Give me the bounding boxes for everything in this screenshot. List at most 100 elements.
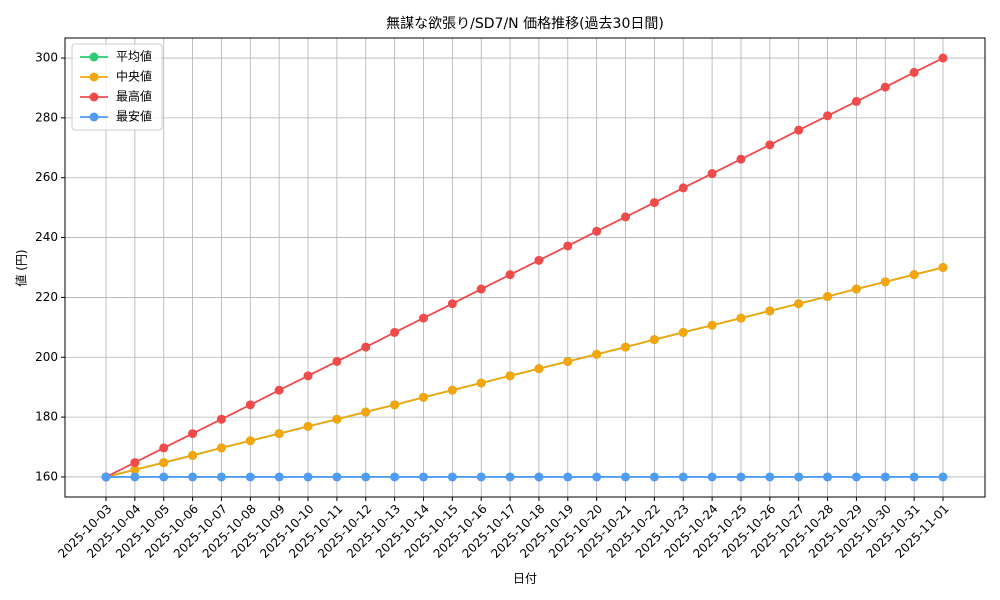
data-point bbox=[418, 313, 428, 323]
data-point bbox=[823, 292, 833, 302]
data-point bbox=[274, 429, 284, 439]
data-point bbox=[216, 414, 226, 424]
data-point bbox=[216, 443, 226, 453]
data-point bbox=[101, 472, 111, 482]
data-point bbox=[765, 140, 775, 150]
data-point bbox=[159, 443, 169, 453]
data-point bbox=[361, 472, 371, 482]
data-point bbox=[332, 472, 342, 482]
data-point bbox=[447, 299, 457, 309]
data-point bbox=[332, 414, 342, 424]
data-point bbox=[621, 342, 631, 352]
data-point bbox=[823, 111, 833, 121]
legend-label: 中央値 bbox=[116, 69, 152, 84]
legend-marker bbox=[89, 112, 99, 122]
data-point bbox=[245, 400, 255, 410]
data-point bbox=[216, 472, 226, 482]
y-tick-label: 300 bbox=[35, 51, 58, 65]
data-point bbox=[938, 263, 948, 272]
data-point bbox=[418, 392, 428, 402]
y-tick-label: 220 bbox=[35, 290, 58, 304]
legend-marker bbox=[89, 72, 99, 82]
legend-label: 最安値 bbox=[116, 109, 152, 124]
data-point bbox=[592, 349, 602, 359]
legend-box bbox=[71, 43, 163, 131]
data-point bbox=[563, 472, 573, 482]
data-point bbox=[245, 472, 255, 482]
data-point bbox=[563, 356, 573, 366]
y-axis-label: 値 (円) bbox=[14, 249, 29, 286]
legend-label: 最高値 bbox=[116, 89, 152, 104]
chart-title: 無謀な欲張り/SD7/N 価格推移(過去30日間) bbox=[386, 16, 664, 32]
y-tick-label: 200 bbox=[35, 350, 58, 364]
data-point bbox=[621, 472, 631, 482]
data-point bbox=[361, 342, 371, 352]
data-point bbox=[678, 183, 688, 193]
data-point bbox=[130, 465, 140, 475]
data-point bbox=[534, 364, 544, 374]
data-point bbox=[592, 472, 602, 482]
data-point bbox=[188, 450, 198, 460]
data-point bbox=[447, 385, 457, 395]
data-point bbox=[794, 125, 804, 135]
data-point bbox=[880, 82, 890, 92]
data-point bbox=[851, 96, 861, 106]
data-point bbox=[130, 458, 140, 468]
data-point bbox=[476, 284, 486, 294]
data-point bbox=[361, 407, 371, 417]
series-line bbox=[105, 57, 944, 478]
data-point bbox=[534, 472, 544, 482]
data-point bbox=[188, 472, 198, 482]
data-point bbox=[390, 472, 400, 482]
data-point bbox=[851, 284, 861, 294]
data-point bbox=[909, 270, 919, 280]
data-point bbox=[447, 472, 457, 482]
data-point bbox=[736, 472, 746, 482]
data-point bbox=[274, 385, 284, 395]
data-point bbox=[909, 67, 919, 77]
data-point bbox=[909, 472, 919, 482]
plot-frame bbox=[64, 37, 986, 498]
y-tick-label: 240 bbox=[35, 230, 58, 244]
y-tick-label: 280 bbox=[35, 110, 58, 124]
data-point bbox=[938, 53, 948, 63]
data-point bbox=[880, 277, 890, 287]
data-point bbox=[880, 472, 890, 482]
data-point bbox=[303, 371, 313, 381]
data-point bbox=[534, 255, 544, 265]
legend-label: 平均値 bbox=[116, 49, 152, 64]
y-tick-label: 160 bbox=[35, 469, 58, 483]
series-line bbox=[105, 266, 944, 478]
data-point bbox=[678, 472, 688, 482]
data-point bbox=[476, 378, 486, 388]
data-point bbox=[649, 472, 659, 482]
data-point bbox=[303, 421, 313, 431]
y-tick-label: 260 bbox=[35, 170, 58, 184]
data-point bbox=[794, 472, 804, 482]
data-point bbox=[707, 169, 717, 179]
y-tick-label: 180 bbox=[35, 410, 58, 424]
data-point bbox=[707, 320, 717, 330]
data-point bbox=[938, 472, 948, 482]
data-point bbox=[823, 472, 833, 482]
data-point bbox=[649, 335, 659, 345]
data-point bbox=[765, 306, 775, 316]
data-point bbox=[851, 472, 861, 482]
data-point bbox=[505, 371, 515, 381]
data-point bbox=[505, 472, 515, 482]
data-point bbox=[418, 472, 428, 482]
data-point bbox=[476, 472, 486, 482]
data-point bbox=[159, 472, 169, 482]
data-point bbox=[621, 212, 631, 222]
data-point bbox=[390, 327, 400, 337]
data-point bbox=[649, 198, 659, 208]
legend-marker bbox=[89, 92, 99, 102]
data-point bbox=[736, 154, 746, 164]
legend-marker bbox=[89, 52, 99, 62]
data-point bbox=[130, 472, 140, 482]
data-point bbox=[592, 226, 602, 236]
data-point bbox=[563, 241, 573, 251]
